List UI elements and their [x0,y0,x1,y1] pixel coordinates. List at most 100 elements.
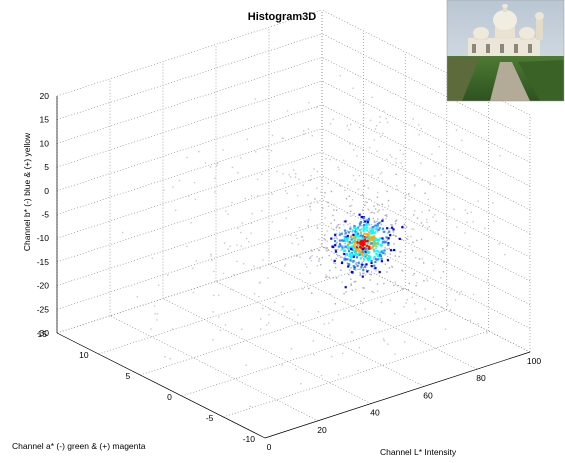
sparse-bin-point [413,185,416,187]
sparse-bin-point [281,137,283,139]
sparse-bin-point [261,173,263,175]
cluster-bin-point [369,238,372,241]
cluster-bin-point [369,229,372,232]
halo-bin-point [390,224,392,226]
sparse-bin-point [325,274,327,276]
halo-bin-point [309,205,311,208]
sparse-bin-point [450,288,452,291]
sparse-bin-point [240,328,243,330]
halo-bin-point [380,223,382,226]
halo-bin-point [354,280,357,283]
sparse-bin-point [477,322,479,325]
halo-bin-point [336,242,338,244]
sparse-bin-point [351,331,353,334]
cluster-bin-point [353,224,356,228]
z-tick-label: 5 [44,162,49,172]
sparse-bin-point [271,134,274,137]
sparse-bin-point [271,193,273,195]
sparse-bin-point [295,173,297,175]
sparse-bin-point [417,317,419,320]
cluster-bin-point [379,254,382,257]
halo-bin-point [310,249,312,251]
halo-bin-point [424,192,426,194]
sparse-bin-point [342,159,345,161]
halo-bin-point [335,227,337,229]
cluster-bin-point [375,227,378,230]
cluster-bin-point [373,255,376,258]
halo-bin-point [336,225,338,227]
sparse-bin-point [154,313,156,315]
x-tick-label: 40 [370,408,380,418]
cluster-bin-point [393,248,396,252]
halo-bin-point [324,246,326,249]
sparse-bin-point [268,313,270,316]
sparse-bin-point [311,254,313,257]
cluster-bin-point [374,267,377,270]
sparse-bin-point [394,313,396,315]
cluster-bin-point [375,253,378,256]
cluster-bin-point [341,248,344,251]
halo-bin-point [405,226,408,228]
axes [56,96,531,439]
halo-bin-point [359,236,361,238]
cluster-bin-point [347,262,350,266]
cluster-bin-point [355,245,358,248]
sparse-bin-point [240,231,242,234]
sparse-bin-point [420,127,422,130]
halo-bin-point [363,287,365,289]
cluster-bin-point [377,250,380,253]
halo-bin-point [296,255,298,257]
cluster-bin-point [353,266,356,269]
cluster-bin-point [366,221,369,224]
halo-bin-point [386,215,388,217]
sparse-bin-point [223,242,226,244]
cluster-bin-point [338,233,341,236]
sparse-bin-point [362,302,364,304]
halo-bin-point [374,228,376,230]
cluster-bin-point [343,257,346,260]
sparse-bin-point [219,329,222,331]
sparse-bin-point [279,329,281,331]
sparse-bin-point [432,296,435,298]
cluster-bin-point [379,237,382,240]
inset-lawn-right [518,60,564,101]
sparse-bin-point [209,166,212,168]
halo-bin-point [373,205,375,207]
cluster-bin-point [370,260,373,263]
y-axis-line [56,332,266,439]
cluster-bin-point [368,231,371,234]
sparse-bin-point [262,259,264,261]
sparse-bin-point [403,341,406,343]
sparse-bin-point [426,227,429,229]
halo-bin-point [350,278,352,280]
sparse-bin-point [213,294,215,296]
sparse-bin-point [359,272,361,274]
sparse-bin-point [424,308,426,310]
sparse-bin-point [335,232,338,235]
cluster-bin-point [343,249,347,252]
halo-bin-point [387,199,390,202]
sparse-bin-point [284,182,286,185]
sparse-bin-point [369,198,371,200]
halo-bin-point [360,263,362,266]
halo-bin-point [408,282,410,285]
cluster-bin-point [354,230,357,233]
sparse-bin-point [303,133,305,135]
cluster-bin-point [371,229,374,233]
sparse-bin-point [248,241,250,243]
sparse-bin-point [412,228,415,231]
sparse-bin-point [261,210,263,212]
cluster-bin-point [354,232,358,235]
halo-bin-point [376,283,379,285]
sparse-bin-point [468,245,471,247]
sparse-bin-point [286,110,289,112]
halo-bin-point [412,241,414,243]
sparse-bin-point [237,227,239,230]
chart-title: Histogram3D [248,11,317,23]
sparse-bin-point [269,308,271,310]
z-axis-label: Channel b* (-) blue & (+) yellow [22,132,32,251]
sparse-bin-point [318,238,320,241]
halo-bin-point [392,249,394,252]
cluster-bin-point [388,230,391,233]
sparse-bin-point [386,121,389,123]
